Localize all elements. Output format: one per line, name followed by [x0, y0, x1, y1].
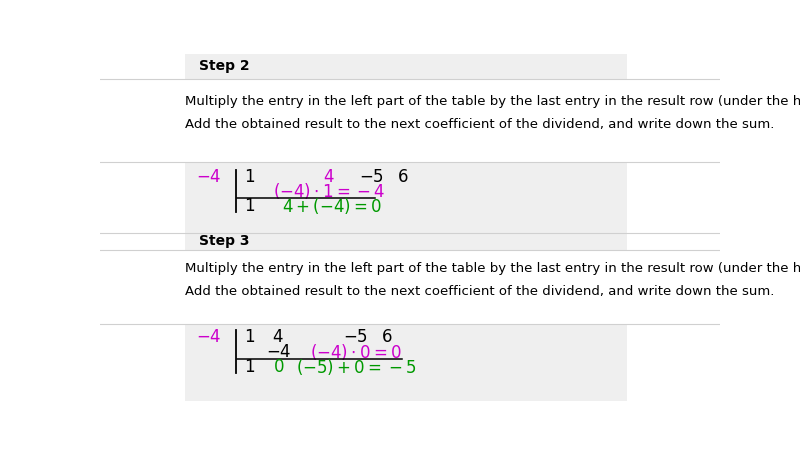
Text: $-4$: $-4$ [266, 343, 291, 361]
Text: $0$: $0$ [273, 358, 284, 376]
Text: $(-5)+0=-5$: $(-5)+0=-5$ [295, 356, 416, 377]
Text: $-4$: $-4$ [196, 328, 222, 346]
Text: Step 3: Step 3 [199, 234, 250, 248]
Text: Multiply the entry in the left part of the table by the last entry in the result: Multiply the entry in the left part of t… [186, 261, 800, 274]
Text: $6$: $6$ [381, 328, 393, 346]
Text: Add the obtained result to the next coefficient of the dividend, and write down : Add the obtained result to the next coef… [186, 118, 774, 131]
Bar [186, 54, 627, 79]
Text: Multiply the entry in the left part of the table by the last entry in the result: Multiply the entry in the left part of t… [186, 95, 800, 108]
Bar [100, 250, 720, 324]
Text: Step 2: Step 2 [199, 59, 250, 73]
Bar [186, 233, 627, 250]
Text: $-5$: $-5$ [358, 168, 384, 186]
Text: $(-4)\cdot 0=0$: $(-4)\cdot 0=0$ [310, 342, 402, 362]
Text: $(-4)\cdot 1=-4$: $(-4)\cdot 1=-4$ [273, 181, 385, 201]
Text: $1$: $1$ [244, 358, 255, 376]
Text: $1$: $1$ [244, 168, 255, 186]
Text: $-5$: $-5$ [343, 328, 368, 346]
Bar [186, 324, 627, 400]
Text: $-4$: $-4$ [196, 168, 222, 186]
Text: Add the obtained result to the next coefficient of the dividend, and write down : Add the obtained result to the next coef… [186, 285, 774, 297]
Text: $1$: $1$ [244, 197, 255, 215]
Text: $6$: $6$ [397, 168, 408, 186]
Text: $4$: $4$ [273, 328, 284, 346]
Text: $4$: $4$ [323, 168, 334, 186]
Bar [100, 79, 720, 162]
Text: $4+(-4)=0$: $4+(-4)=0$ [282, 196, 382, 216]
Bar [186, 162, 627, 233]
Text: $1$: $1$ [244, 328, 255, 346]
